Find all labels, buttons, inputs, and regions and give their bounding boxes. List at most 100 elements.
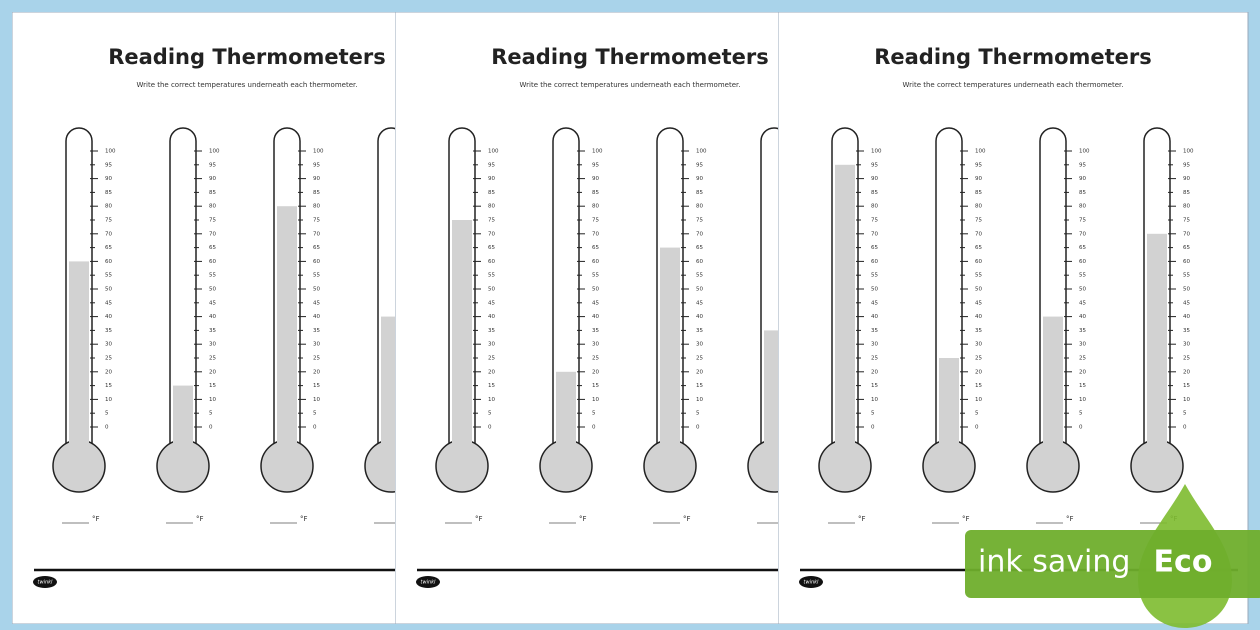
tick-label: 90	[1079, 176, 1086, 182]
tick-label: 15	[871, 383, 878, 389]
tick-label: 85	[696, 190, 703, 196]
tick-label: 90	[488, 176, 495, 182]
tick-label: 55	[209, 273, 216, 279]
tick-label: 30	[871, 342, 878, 348]
tick-label: 40	[1079, 314, 1086, 320]
tick-label: 95	[209, 162, 216, 168]
tick-label: 25	[313, 356, 320, 362]
tick-label: 20	[488, 369, 495, 375]
unit-label: °F	[300, 515, 308, 523]
unit-label: °F	[196, 515, 204, 523]
tick-label: 75	[871, 218, 878, 224]
tick-label: 65	[313, 245, 320, 251]
tick-label: 80	[313, 204, 320, 210]
tick-label: 55	[871, 273, 878, 279]
tick-label: 25	[105, 356, 112, 362]
tick-label: 5	[488, 411, 492, 417]
unit-label: °F	[858, 515, 866, 523]
tick-label: 95	[696, 162, 703, 168]
bulb-neck	[660, 436, 680, 450]
tick-label: 75	[1079, 218, 1086, 224]
tick-label: 10	[592, 397, 599, 403]
tick-label: 10	[313, 397, 320, 403]
tick-label: 45	[871, 300, 878, 306]
tick-label: 95	[975, 162, 982, 168]
tick-label: 20	[871, 369, 878, 375]
tick-label: 45	[488, 300, 495, 306]
tick-label: 40	[592, 314, 599, 320]
tick-label: 95	[592, 162, 599, 168]
tick-label: 95	[871, 162, 878, 168]
tick-label: 70	[488, 231, 495, 237]
thermometer-fill	[277, 206, 297, 462]
tick-label: 75	[488, 218, 495, 224]
tick-label: 25	[696, 356, 703, 362]
tick-label: 25	[975, 356, 982, 362]
tick-label: 35	[592, 328, 599, 334]
tick-label: 10	[975, 397, 982, 403]
tick-label: 45	[696, 300, 703, 306]
tick-label: 65	[1183, 245, 1190, 251]
badge-label: Eco	[1154, 545, 1213, 580]
tick-label: 15	[592, 383, 599, 389]
brand-logo-bg	[799, 576, 823, 588]
tick-label: 100	[488, 149, 499, 155]
thermometer-fill	[1147, 233, 1167, 462]
tick-label: 80	[209, 204, 216, 210]
bulb-neck	[69, 436, 89, 450]
tick-label: 55	[1079, 273, 1086, 279]
tick-label: 30	[1183, 342, 1190, 348]
tick-label: 0	[105, 425, 109, 431]
tick-label: 35	[1183, 328, 1190, 334]
tick-label: 15	[696, 383, 703, 389]
tick-label: 70	[1183, 231, 1190, 237]
tick-label: 80	[1183, 204, 1190, 210]
tick-label: 65	[488, 245, 495, 251]
tick-label: 80	[871, 204, 878, 210]
tick-label: 5	[871, 411, 875, 417]
tick-label: 100	[313, 149, 324, 155]
tick-label: 30	[209, 342, 216, 348]
tick-label: 100	[209, 149, 220, 155]
tick-label: 40	[975, 314, 982, 320]
tick-label: 35	[105, 328, 112, 334]
thermometer-fill	[452, 220, 472, 462]
tick-label: 15	[488, 383, 495, 389]
tick-label: 0	[1079, 425, 1083, 431]
tick-label: 35	[871, 328, 878, 334]
tick-label: 35	[209, 328, 216, 334]
tick-label: 65	[696, 245, 703, 251]
tick-label: 35	[488, 328, 495, 334]
thermometer-fill	[69, 261, 89, 462]
tick-label: 85	[313, 190, 320, 196]
tick-label: 15	[975, 383, 982, 389]
tick-label: 0	[313, 425, 317, 431]
tick-label: 60	[696, 259, 703, 265]
tick-label: 90	[1183, 176, 1190, 182]
tick-label: 75	[209, 218, 216, 224]
tick-label: 30	[105, 342, 112, 348]
tick-label: 35	[696, 328, 703, 334]
tick-label: 50	[975, 287, 982, 293]
tick-label: 15	[1079, 383, 1086, 389]
tick-label: 80	[696, 204, 703, 210]
tick-label: 85	[488, 190, 495, 196]
tick-label: 55	[313, 273, 320, 279]
brand-logo: twinkl	[804, 580, 820, 586]
tick-label: 40	[209, 314, 216, 320]
tick-label: 55	[975, 273, 982, 279]
tick-label: 80	[1079, 204, 1086, 210]
tick-label: 10	[696, 397, 703, 403]
tick-label: 100	[1183, 149, 1194, 155]
tick-label: 5	[975, 411, 979, 417]
worksheet-page: Reading Thermometers Write the correct te…	[12, 12, 395, 624]
tick-label: 25	[209, 356, 216, 362]
bulb-neck	[277, 436, 297, 450]
tick-label: 100	[696, 149, 707, 155]
tick-label: 45	[105, 300, 112, 306]
thermometer-fill	[764, 330, 778, 462]
tick-label: 20	[313, 369, 320, 375]
tick-label: 40	[1183, 314, 1190, 320]
bulb-neck	[381, 436, 395, 450]
tick-label: 55	[1183, 273, 1190, 279]
